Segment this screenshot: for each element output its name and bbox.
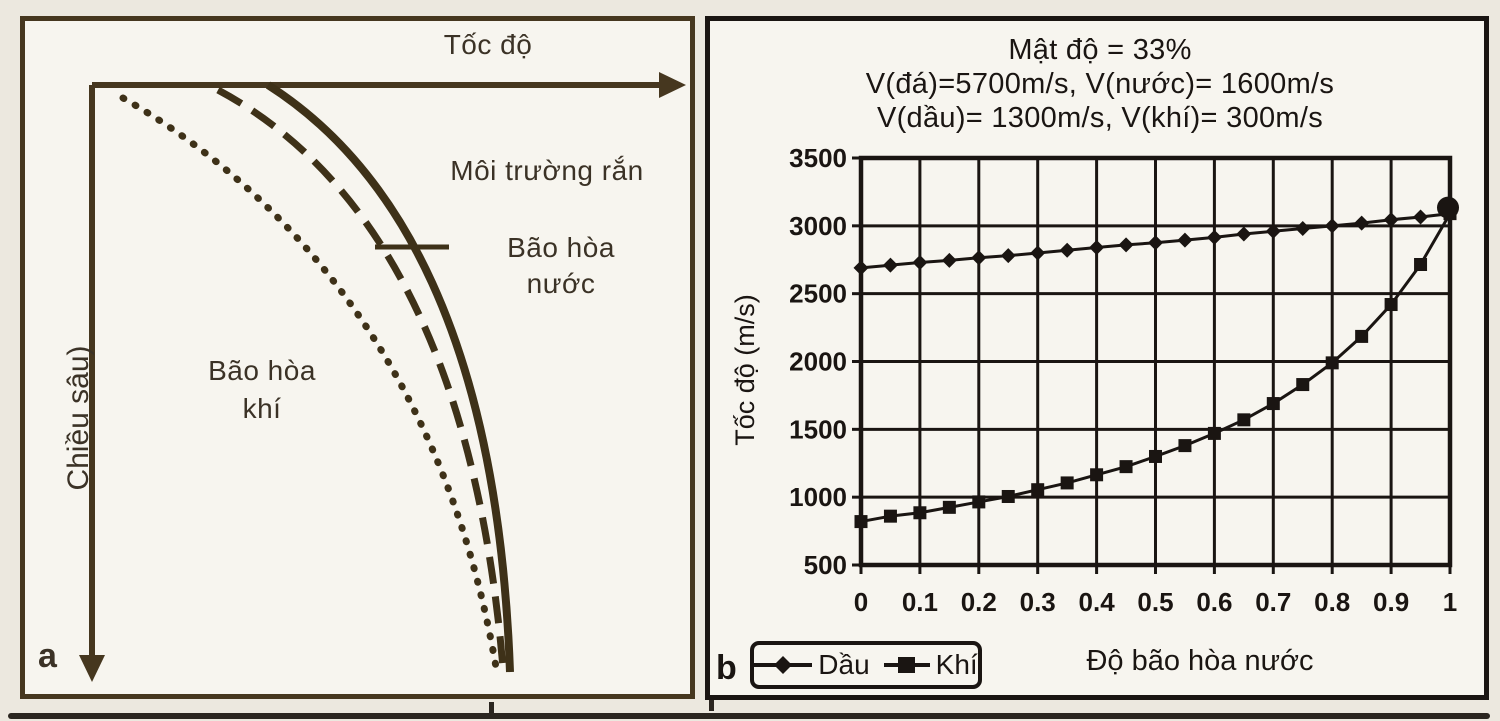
marker-diamond (1118, 237, 1134, 253)
marker-diamond (853, 260, 869, 276)
x-tick-label: 0.1 (902, 587, 938, 617)
marker-square (1119, 460, 1133, 474)
marker-square (1178, 439, 1192, 453)
x-tick-label: 0 (854, 587, 868, 617)
marker-diamond (1206, 229, 1222, 245)
marker-square (1296, 378, 1310, 392)
legend-label-dau: Dầu (818, 649, 870, 680)
y-tick-label: 3500 (789, 143, 847, 173)
panel-a: Tốc độ Chiều sâu) Môi trường rắn Bão hòa… (20, 16, 695, 699)
gas-saturated-curve (119, 94, 501, 677)
legend-khi-marker-square (883, 657, 930, 673)
marker-square (1325, 356, 1339, 370)
marker-square (1237, 413, 1251, 427)
chart-title-line1: Mật độ = 33% (1008, 34, 1192, 66)
solid-medium-curve (265, 81, 514, 673)
legend-label-khi: Khí (935, 649, 978, 680)
water-saturated-curve (216, 86, 507, 669)
cropped-caption-mark (709, 700, 714, 711)
right-arrowhead (659, 72, 686, 98)
marker-diamond (1383, 212, 1399, 228)
x-tick-label: 1 (1443, 587, 1457, 617)
marker-diamond (1265, 223, 1281, 239)
marker-diamond (1030, 245, 1046, 261)
legend-entry-khi: Khí (883, 649, 978, 681)
marker-diamond (971, 250, 987, 266)
marker-diamond (912, 254, 928, 270)
y-tick-label: 1000 (789, 482, 847, 512)
y-tick-label: 1500 (789, 414, 847, 444)
marker-diamond (1059, 242, 1075, 258)
marker-square (1384, 298, 1398, 312)
x-tick-label: 0.4 (1079, 587, 1116, 617)
annotation-water-saturated-line1: Bão hòa (507, 232, 615, 263)
annotation-water-saturated-line2: nước (526, 268, 596, 299)
marker-square (1149, 449, 1162, 463)
cropped-caption-mark (489, 702, 494, 713)
marker-square (1266, 397, 1280, 411)
annotation-gas-saturated: Bão hòa khí (177, 352, 347, 428)
marker-diamond (1148, 235, 1163, 251)
marker-square (942, 500, 956, 514)
panel-a-y-axis-title: Chiều sâu) (62, 345, 95, 491)
chart-x-axis-title: Độ bão hòa nước (1086, 645, 1314, 677)
chart-title-line3: V(dầu)= 1300m/s, V(khí)= 300m/s (876, 102, 1324, 134)
y-tick-label: 3000 (789, 211, 847, 241)
depth-axis (79, 85, 105, 682)
marker-diamond (1413, 209, 1429, 225)
marker-square (854, 515, 868, 529)
panel-b-letter: b (716, 649, 737, 687)
marker-diamond (1324, 218, 1340, 234)
chart-y-axis-title: Tốc độ (m/s) (730, 294, 760, 446)
marker-diamond (1354, 215, 1370, 231)
marker-square (1031, 483, 1045, 497)
marker-diamond (882, 257, 898, 273)
chart-title-line2: V(đá)=5700m/s, V(nước)= 1600m/s (865, 68, 1335, 100)
marker-square (972, 495, 986, 509)
y-tick-label: 500 (804, 550, 847, 580)
panel-b: Mật độ = 33% V(đá)=5700m/s, V(nước)= 160… (705, 16, 1489, 700)
annotation-gas-saturated-line2: khí (242, 393, 282, 424)
y-tick-label: 2000 (789, 347, 847, 377)
y-tick-label: 2500 (789, 279, 847, 309)
marker-diamond (1236, 226, 1252, 242)
marker-diamond (941, 252, 957, 268)
x-tick-label: 0.8 (1314, 587, 1350, 617)
legend-dau-marker-diamond (754, 656, 813, 674)
marker-square (1207, 426, 1221, 440)
marker-square (913, 506, 927, 520)
marker-diamond (1295, 221, 1311, 237)
marker-square (1090, 468, 1104, 482)
chart-legend: Dầu Khí (750, 641, 982, 689)
marker-square (883, 509, 897, 523)
x-tick-label: 0.5 (1137, 587, 1173, 617)
down-arrowhead (79, 655, 105, 682)
x-tick-label: 0.9 (1373, 587, 1409, 617)
annotation-water-saturated: Bão hòa nước (476, 230, 646, 302)
marker-square (1001, 489, 1015, 503)
annotation-gas-saturated-line1: Bão hòa (208, 355, 316, 386)
convergence-endpoint-dot (1437, 196, 1459, 219)
x-tick-label: 0.3 (1020, 587, 1056, 617)
panel-a-x-axis-title: Tốc độ (443, 29, 533, 60)
marker-square (1060, 476, 1074, 490)
panel-a-schematic (79, 72, 686, 682)
annotation-solid-medium: Môi trường rắn (450, 155, 644, 186)
cropped-caption-strip (8, 713, 1490, 719)
marker-square (1414, 257, 1428, 271)
marker-square (1355, 329, 1369, 343)
x-tick-label: 0.2 (961, 587, 997, 617)
legend-entry-dau: Dầu (754, 649, 870, 681)
marker-diamond (1089, 240, 1105, 256)
panel-a-letter: a (38, 637, 57, 675)
marker-diamond (1177, 232, 1193, 248)
velocity-axis (92, 72, 686, 98)
x-tick-label: 0.7 (1255, 587, 1291, 617)
x-tick-label: 0.6 (1196, 587, 1232, 617)
marker-diamond (1000, 248, 1016, 264)
